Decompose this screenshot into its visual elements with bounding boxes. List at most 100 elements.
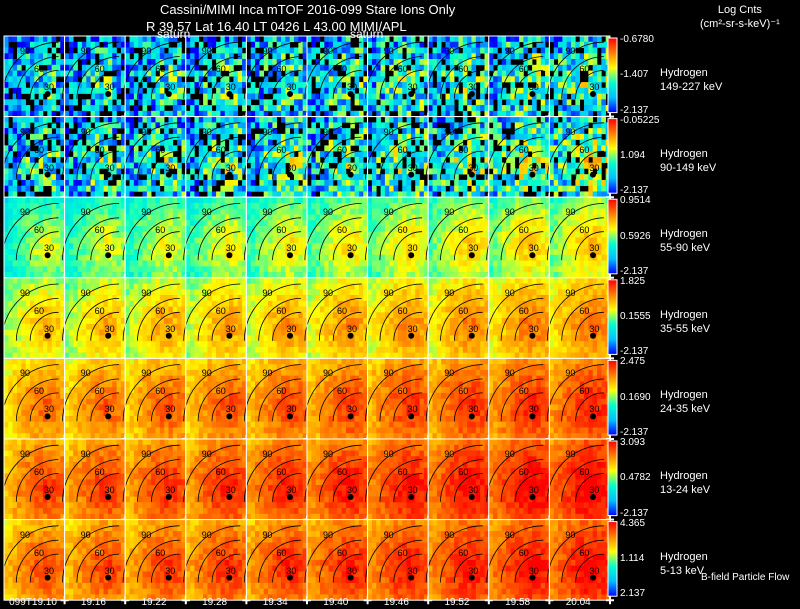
heat-cell (29, 272, 35, 279)
heat-cell (354, 93, 360, 100)
heat-cell (181, 249, 187, 256)
heat-cell (350, 139, 355, 146)
heat-cell (181, 133, 187, 140)
heat-cell (423, 133, 429, 140)
heat-cell (16, 231, 22, 238)
heat-cell (233, 110, 239, 117)
heat-cell (562, 36, 568, 43)
heat-cell (363, 128, 368, 135)
heat-cell (146, 185, 152, 192)
heat-cell (263, 87, 269, 94)
heat-cell (307, 82, 312, 89)
heat-cell (454, 70, 459, 77)
heat-cell (436, 151, 442, 158)
heat-cell (263, 82, 269, 89)
heat-cell (501, 64, 507, 71)
heat-cell (281, 266, 286, 273)
heat-cell (367, 93, 373, 100)
heat-cell (172, 122, 178, 129)
heat-cell (584, 116, 589, 123)
heat-cell (229, 272, 234, 279)
heat-cell (120, 208, 126, 215)
heat-cell (220, 82, 226, 89)
heat-cell (34, 87, 39, 94)
heat-cell (276, 179, 282, 186)
heat-cell (289, 231, 295, 238)
heat-cell (588, 59, 593, 66)
heat-cell (462, 76, 468, 83)
heat-cell (389, 139, 394, 146)
heat-cell (281, 76, 286, 83)
heat-cell (29, 156, 35, 163)
heat-cell (38, 59, 44, 66)
heat-cell (406, 110, 412, 117)
heat-cell (73, 70, 78, 77)
heat-cell (125, 254, 130, 261)
heat-cell (549, 168, 555, 175)
heat-cell (341, 36, 347, 43)
heat-cell (324, 191, 329, 198)
heat-cell (259, 99, 265, 106)
heat-cell (125, 145, 130, 152)
heat-cell (363, 237, 368, 244)
heat-cell (415, 93, 420, 100)
panel-b2-t3 (183, 196, 251, 282)
contour-line (500, 136, 544, 180)
heat-cell (579, 53, 585, 60)
heat-cell (315, 202, 321, 210)
heat-cell (86, 64, 91, 71)
heat-cell (419, 185, 425, 192)
heat-cell (471, 225, 477, 233)
heat-cell (38, 128, 44, 135)
heat-cell (410, 243, 416, 250)
heat-cell (233, 139, 239, 146)
heat-cell (558, 82, 563, 89)
heat-cell (480, 151, 485, 158)
heat-cell (168, 151, 174, 158)
heat-cell (64, 70, 70, 77)
heat-cell (294, 53, 299, 60)
heat-cell (81, 47, 87, 54)
heat-cell (133, 260, 139, 267)
heat-cell (285, 249, 290, 256)
heat-cell (38, 133, 44, 140)
heat-cell (441, 162, 446, 169)
heat-cell (25, 179, 31, 186)
heat-cell (4, 243, 9, 250)
heat-cell (177, 237, 182, 244)
heat-cell (21, 214, 26, 221)
heat-cell (558, 145, 563, 152)
heat-cell (415, 76, 420, 83)
heat-cell (4, 64, 9, 71)
heat-cell (285, 272, 290, 279)
heat-cell (268, 237, 273, 244)
heat-cell (181, 202, 187, 210)
heat-cell (553, 53, 559, 60)
heat-cell (81, 99, 87, 106)
heat-cell (419, 231, 425, 238)
heat-cell (519, 162, 524, 169)
heat-cell (423, 116, 429, 123)
heat-cell (38, 260, 44, 267)
heat-cell (4, 76, 9, 83)
heat-cell (514, 36, 520, 43)
heat-cell (523, 59, 529, 66)
heat-cell (436, 243, 442, 250)
heat-cell (34, 139, 39, 146)
heat-cell (81, 272, 87, 279)
heat-cell (436, 202, 442, 210)
heat-cell (190, 162, 195, 169)
heat-cell (237, 87, 243, 94)
heat-cell (12, 110, 18, 117)
heat-cell (341, 64, 347, 71)
heat-cell (177, 179, 182, 186)
heat-cell (562, 76, 568, 83)
heat-cell (185, 208, 191, 215)
heat-cell (203, 197, 208, 204)
panel-b0-t7 (425, 35, 493, 121)
heat-cell (341, 128, 347, 135)
heat-cell (90, 36, 96, 43)
heat-cell (428, 105, 433, 112)
heat-cell (566, 128, 572, 135)
heat-cell (142, 145, 148, 152)
